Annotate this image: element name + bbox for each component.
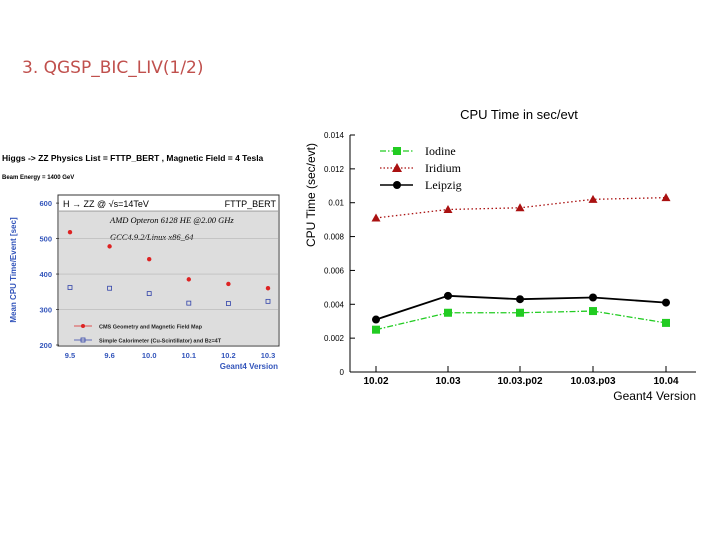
left-x-tick-label: 10.0 xyxy=(142,351,157,360)
right-x-tick-label: 10.04 xyxy=(653,376,678,387)
left-legend: CMS Geometry and Magnetic Field Map Simp… xyxy=(74,324,222,345)
left-point-series-0 xyxy=(67,229,73,235)
left-header-line2: Beam Energy = 1400 GeV xyxy=(2,175,74,181)
right-point-leipzig xyxy=(589,293,597,302)
right-legend-marker-leipzig xyxy=(393,181,401,189)
left-point-series-1 xyxy=(67,285,73,290)
right-point-iridium xyxy=(661,193,671,202)
right-y-tick-label: 0.004 xyxy=(324,300,345,309)
left-point-series-0 xyxy=(226,281,231,287)
right-y-ticks: 0 0.002 0.004 0.006 0.008 0.01 0.012 0.014 xyxy=(324,131,355,377)
left-y-tick-label: 600 xyxy=(39,199,52,208)
right-point-leipzig xyxy=(372,315,380,324)
left-header-box xyxy=(59,196,278,211)
left-point-series-0 xyxy=(186,277,191,282)
left-annotation-compiler: GCC4.9.2/Linux x86_64 xyxy=(110,232,194,242)
slide-title: 3. QGSP_BIC_LIV(1/2) xyxy=(22,58,204,78)
left-y-tick-label: 500 xyxy=(39,235,52,244)
right-point-iridium xyxy=(588,194,598,203)
right-x-tick-label: 10.03.p03 xyxy=(570,376,615,387)
left-plot-background xyxy=(59,196,278,345)
right-data-series xyxy=(371,193,671,334)
right-x-axis-label: Geant4 Version xyxy=(613,389,696,402)
left-point-series-1 xyxy=(107,285,112,291)
right-point-leipzig xyxy=(662,298,670,307)
left-point-series-0 xyxy=(107,244,112,249)
right-y-axis-label: CPU Time (sec/evt) xyxy=(304,143,318,247)
left-x-tick-label: 9.6 xyxy=(104,351,114,360)
left-data-points xyxy=(67,229,271,306)
right-x-ticks: 10.02 10.03 10.03.p02 10.03.p03 10.04 xyxy=(363,366,679,387)
right-point-leipzig xyxy=(444,291,452,300)
right-series-line-iodine xyxy=(375,310,667,331)
left-gridlines xyxy=(59,238,278,310)
left-point-series-1 xyxy=(146,291,152,296)
left-x-tick-label: 10.1 xyxy=(181,351,196,360)
right-legend: Iodine Iridium Leipzig xyxy=(380,144,462,192)
left-y-axis-label: Mean CPU Time/Event [sec] xyxy=(9,217,18,323)
left-x-ticks: 9.5 9.6 10.0 10.1 10.2 10.3 xyxy=(65,351,276,360)
right-x-tick-label: 10.03.p02 xyxy=(497,376,542,387)
right-y-tick-label: 0.002 xyxy=(324,334,345,343)
right-y-tick-label: 0.006 xyxy=(324,266,345,275)
right-point-leipzig xyxy=(516,295,524,304)
right-legend-marker-iodine xyxy=(393,147,401,155)
right-point-iodine xyxy=(516,308,524,317)
left-process-label: H → ZZ @ √s=14TeV xyxy=(63,199,149,209)
right-legend-label-leipzig: Leipzig xyxy=(425,178,462,192)
left-point-series-1 xyxy=(186,300,192,306)
left-annotation-cpu: AMD Opteron 6128 HE @2.00 GHz xyxy=(109,215,234,225)
right-legend-label-iodine: Iodine xyxy=(425,144,456,158)
left-point-series-1 xyxy=(265,298,271,304)
right-point-iodine xyxy=(662,318,670,327)
right-point-iridium xyxy=(443,204,453,213)
left-x-tick-label: 9.5 xyxy=(65,351,75,360)
left-y-tick-label: 200 xyxy=(39,341,52,350)
right-x-tick-label: 10.02 xyxy=(363,376,388,387)
left-cpu-time-chart: Higgs -> ZZ Physics List = FTTP_BERT , M… xyxy=(2,153,280,371)
right-cpu-time-chart: CPU Time in sec/evt 0 0.002 0.004 0.006 0.00… xyxy=(304,107,696,402)
left-physics-list-label: FTTP_BERT xyxy=(225,199,277,209)
right-point-iodine xyxy=(444,308,452,317)
left-legend-label-cms: CMS Geometry and Magnetic Field Map xyxy=(99,325,203,331)
right-y-tick-label: 0 xyxy=(340,368,345,377)
right-y-tick-label: 0.008 xyxy=(324,233,345,242)
right-y-tick-label: 0.01 xyxy=(328,199,344,208)
left-x-axis-label: Geant4 Version xyxy=(220,362,278,371)
right-chart-title: CPU Time in sec/evt xyxy=(460,107,578,122)
right-point-iodine xyxy=(372,325,380,334)
left-y-ticks: 200 300 400 500 600 xyxy=(39,199,59,350)
right-x-tick-label: 10.03 xyxy=(435,376,460,387)
right-point-iridium xyxy=(515,203,525,212)
left-x-tick-label: 10.3 xyxy=(261,351,276,360)
right-point-iridium xyxy=(371,213,381,222)
left-legend-label-simple: Simple Calorimeter (Cu-Scintillator) and… xyxy=(99,339,222,345)
right-point-iodine xyxy=(589,307,597,316)
right-y-tick-label: 0.014 xyxy=(324,131,345,140)
left-y-tick-label: 400 xyxy=(39,270,52,279)
right-y-tick-label: 0.012 xyxy=(324,165,345,174)
left-point-series-0 xyxy=(147,256,152,262)
right-legend-label-iridium: Iridium xyxy=(425,161,462,175)
left-point-series-1 xyxy=(225,301,231,306)
right-legend-marker-iridium xyxy=(392,163,402,172)
left-x-tick-label: 10.2 xyxy=(221,351,236,360)
left-y-tick-label: 300 xyxy=(39,306,52,315)
left-header-line1: Higgs -> ZZ Physics List = FTTP_BERT , M… xyxy=(2,153,264,163)
left-point-series-0 xyxy=(265,286,271,291)
